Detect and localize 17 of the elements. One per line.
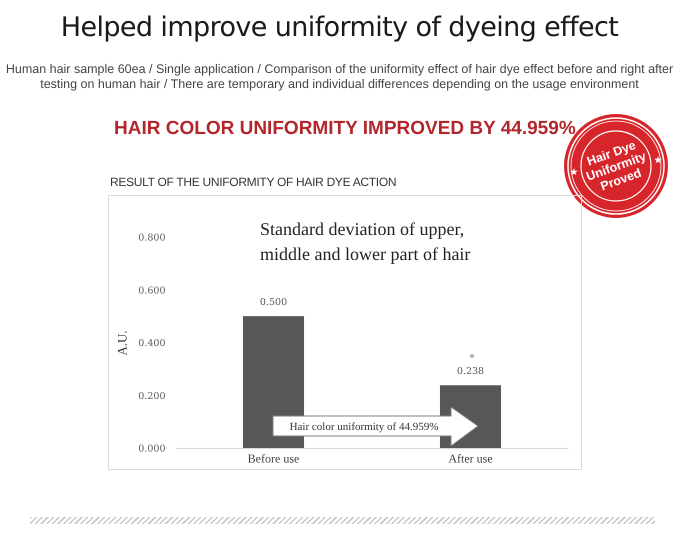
y-tick-label: 0.600 [138, 285, 166, 296]
text: RESULT OF THE UNIFORMITY OF HAIR DYE ACTION [110, 175, 396, 189]
annotation: Hair color uniformity of 44.959% [290, 421, 438, 433]
x-tick-label: Before use [248, 452, 300, 466]
y-axis-title: A.U. [114, 330, 130, 356]
data-label: 0.500 [260, 297, 288, 308]
y-tick-label: 0.200 [138, 390, 166, 402]
text: HAIR COLOR UNIFORMITY IMPROVED BY 44.959% [114, 118, 576, 140]
y-tick-label: 0.000 [138, 444, 166, 454]
y-tick-label: 0.400 [138, 338, 166, 349]
chart-subtitle: Human hair sample 60ea / Single application / Comparison of the uniformity effect of hair dye effect before and right after testing on human hair / There are temporary and individual differences depending on the usage environment [4, 62, 674, 92]
annotation: Standard deviation of upper, middle and lower part of hair [260, 219, 470, 264]
chart-title: Helped improve uniformity of dyeing effect [60, 12, 620, 43]
y-tick-label: 0.800 [138, 232, 166, 244]
annotation: * [470, 353, 474, 364]
data-label: 0.238 [456, 366, 484, 378]
x-tick-label: After use [448, 452, 493, 466]
